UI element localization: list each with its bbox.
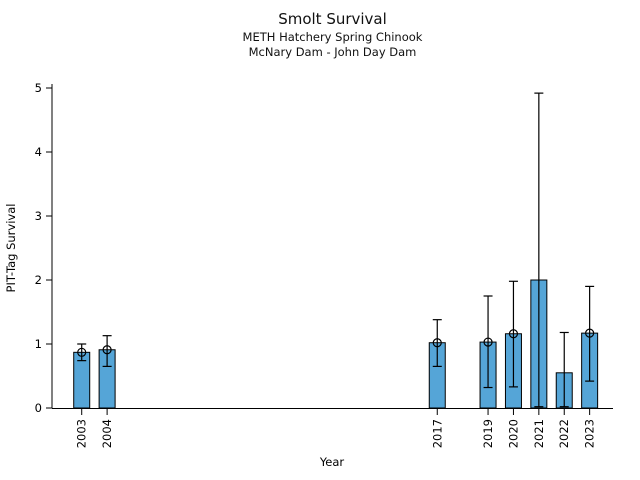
x-axis-label: Year [319, 455, 345, 469]
y-tick-label: 0 [35, 401, 42, 415]
x-tick-label: 2023 [583, 419, 597, 448]
y-tick-label: 1 [35, 337, 42, 351]
x-tick-label: 2003 [75, 419, 89, 448]
x-tick-label: 2022 [557, 419, 571, 448]
point-marker [77, 347, 87, 357]
x-tick-label: 2004 [100, 419, 114, 448]
chart-subtitle-hatchery: METH Hatchery Spring Chinook [242, 30, 423, 44]
point-marker [508, 329, 519, 339]
x-tick-label: 2021 [532, 419, 546, 448]
chart-layer: 0 1 2 3 4 5 2003 2004 2017 2019 2020 2021 2022 2023 [35, 81, 613, 448]
x-tick-label: 2017 [430, 419, 444, 448]
chart-title: Smolt Survival [278, 10, 387, 28]
point-marker [432, 338, 442, 348]
chart-subtitle-reach: McNary Dam - John Day Dam [248, 45, 417, 59]
point-marker [102, 345, 112, 355]
y-tick-label: 5 [35, 81, 42, 95]
point-marker [585, 328, 595, 338]
y-axis-label: PIT-Tag Survival [4, 204, 18, 293]
y-tick-label: 3 [35, 209, 42, 223]
x-tick-label: 2019 [481, 419, 495, 448]
point-marker [483, 337, 493, 347]
y-tick-label: 2 [35, 273, 42, 287]
x-tick-label: 2020 [506, 419, 520, 448]
y-tick-label: 4 [35, 145, 42, 159]
